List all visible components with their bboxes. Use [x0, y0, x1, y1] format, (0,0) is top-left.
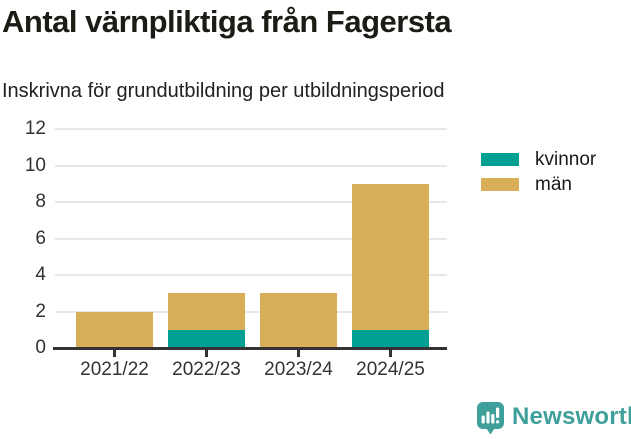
legend-swatch-män [481, 178, 519, 191]
chart-title: Antal värnpliktiga från Fagersta [2, 4, 452, 39]
newsworthy-logo-icon [477, 402, 504, 435]
y-axis-tick-label: 2 [35, 300, 46, 322]
x-axis-category-label: 2022/23 [172, 359, 241, 380]
gridline-4 [55, 274, 447, 276]
legend-label: män [535, 174, 572, 195]
legend-label: kvinnor [535, 149, 597, 170]
legend-item-män: män [481, 174, 572, 195]
y-axis-tick-label: 6 [35, 227, 46, 249]
bar-segment-kvinnor-2022/23 [168, 329, 245, 348]
legend-item-kvinnor: kvinnor [481, 149, 597, 170]
y-axis-tick-label: 0 [35, 337, 46, 358]
bar-segment-kvinnor-2024/25 [352, 329, 429, 348]
gridline-6 [55, 237, 447, 240]
x-axis-category-label: 2024/25 [356, 359, 425, 380]
bar-segment-män-2022/23 [168, 293, 245, 330]
x-axis-category-label: 2023/24 [264, 359, 333, 380]
brand-name: Newsworthy [512, 403, 631, 430]
x-axis-category-label: 2021/22 [80, 359, 149, 380]
x-axis-tick [297, 350, 300, 357]
y-axis-tick-label: 12 [24, 118, 46, 139]
gridline-8 [55, 201, 447, 203]
brand-footer: Newsworthy [477, 402, 631, 435]
chart-subtitle: Inskrivna för grundutbildning per utbild… [2, 80, 445, 102]
x-axis-tick [389, 350, 392, 357]
bar-segment-män-2021/22 [76, 311, 153, 348]
x-axis-tick [113, 350, 116, 357]
y-axis-tick-label: 8 [35, 191, 46, 212]
gridline-12 [55, 128, 447, 130]
bar-segment-män-2024/25 [352, 183, 429, 330]
y-axis-tick-label: 10 [24, 154, 46, 176]
bar-segment-män-2023/24 [260, 293, 337, 348]
x-axis-line [53, 347, 447, 350]
x-axis-tick [205, 350, 208, 357]
gridline-10 [55, 164, 447, 167]
legend-swatch-kvinnor [481, 153, 519, 166]
gridline-2 [55, 310, 447, 313]
y-axis-tick-label: 4 [35, 264, 46, 285]
